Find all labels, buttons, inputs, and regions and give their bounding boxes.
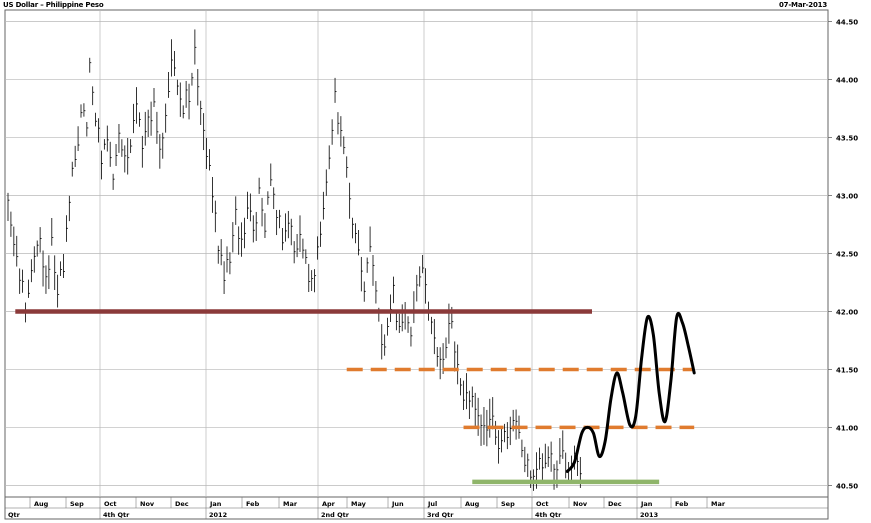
month-label: Aug xyxy=(34,500,49,508)
y-tick-label: 42.50 xyxy=(836,251,858,259)
y-tick-label: 43.00 xyxy=(836,193,858,201)
y-tick-label: 43.50 xyxy=(836,135,858,143)
projection-curve xyxy=(565,311,696,473)
month-label: Sep xyxy=(70,500,84,508)
month-label: Feb xyxy=(246,500,260,508)
month-label: Feb xyxy=(675,500,689,508)
period-label: 2013 xyxy=(640,511,658,519)
month-label: Aug xyxy=(465,500,480,508)
period-label: Qtr xyxy=(8,511,21,519)
price-bars xyxy=(7,29,582,491)
period-label: 4th Qtr xyxy=(535,511,562,519)
month-label: Dec xyxy=(608,500,622,508)
y-tick-label: 44.00 xyxy=(836,77,858,85)
month-label: Jan xyxy=(209,500,222,508)
month-label: Jul xyxy=(427,500,437,508)
y-tick-label: 41.50 xyxy=(836,366,858,374)
chart-title: US Dollar – Philippine Peso xyxy=(3,1,104,9)
period-label: 4th Qtr xyxy=(103,511,130,519)
period-label: 2nd Qtr xyxy=(321,511,350,519)
month-label: Dec xyxy=(175,500,189,508)
y-tick-label: 44.50 xyxy=(836,19,858,27)
period-label: 2012 xyxy=(209,511,227,519)
month-label: Mar xyxy=(283,500,298,508)
month-label: Jun xyxy=(391,500,404,508)
month-label: Apr xyxy=(322,500,336,508)
y-tick-label: 41.00 xyxy=(836,424,858,432)
month-label: Sep xyxy=(501,500,515,508)
y-tick-label: 42.00 xyxy=(836,308,858,316)
period-label: 3rd Qtr xyxy=(427,511,454,519)
y-tick-label: 40.50 xyxy=(836,482,858,490)
month-label: Nov xyxy=(140,500,155,508)
month-label: Mar xyxy=(711,500,726,508)
month-label: Oct xyxy=(104,500,117,508)
month-label: Nov xyxy=(573,500,588,508)
month-label: Jan xyxy=(640,500,653,508)
chart-date: 07-Mar-2013 xyxy=(779,1,827,9)
month-label: Oct xyxy=(536,500,549,508)
month-label: May xyxy=(351,500,367,508)
